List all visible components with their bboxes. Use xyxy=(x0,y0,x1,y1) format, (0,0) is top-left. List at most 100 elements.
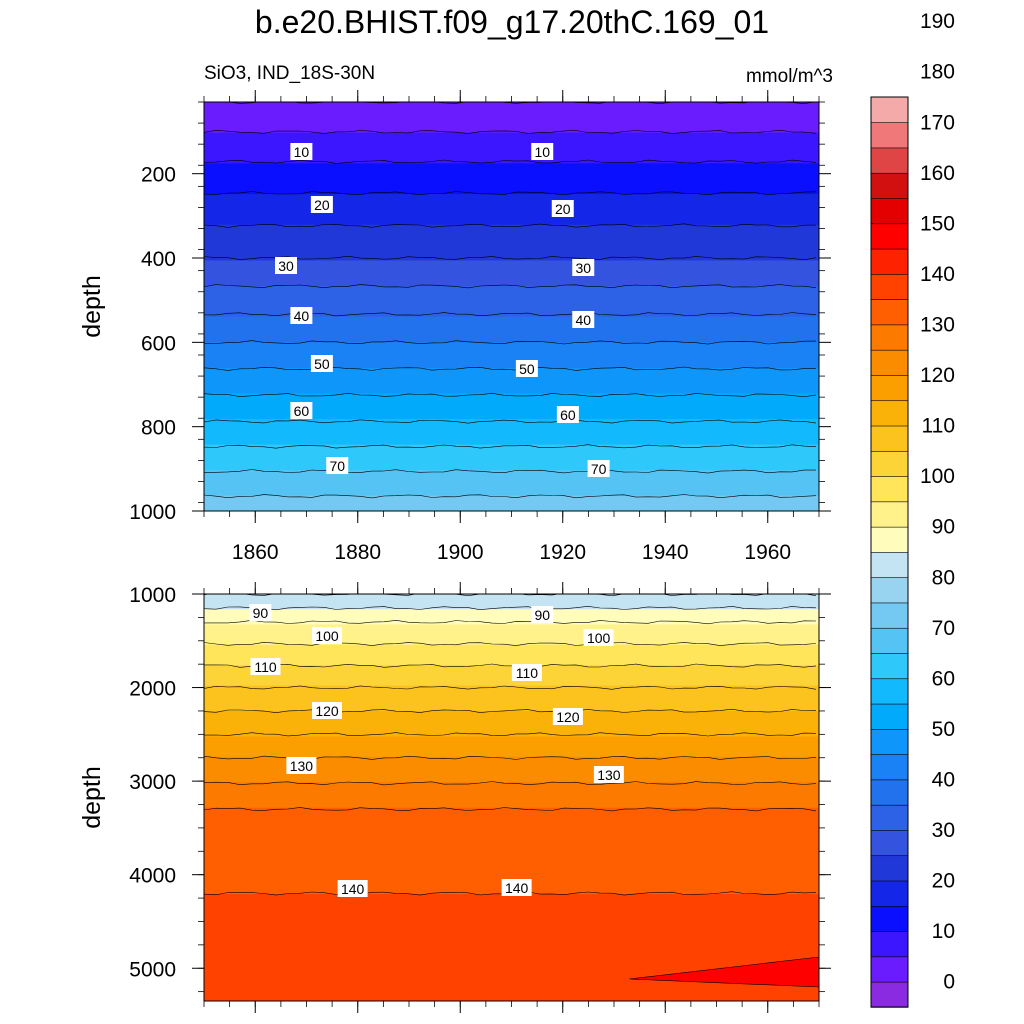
field-band xyxy=(204,950,819,957)
contour-label: 140 xyxy=(505,880,529,896)
x-tick-label: 1940 xyxy=(642,541,689,564)
field-band xyxy=(204,919,819,926)
colorbar-swatch xyxy=(870,551,909,578)
field-band xyxy=(204,280,819,287)
contour-label: 30 xyxy=(575,260,591,276)
contour-label-box xyxy=(572,259,595,276)
contour-label-box xyxy=(572,311,595,328)
contour-label-box xyxy=(552,708,583,725)
field-band xyxy=(204,183,819,190)
contour-line xyxy=(204,781,817,786)
colorbar-swatch xyxy=(870,829,909,857)
field-band xyxy=(204,275,819,282)
colorbar-swatch xyxy=(870,880,909,907)
field-band xyxy=(204,194,819,200)
contour-label: 60 xyxy=(560,407,576,423)
colorbar-swatch xyxy=(870,475,909,503)
field-band xyxy=(204,848,819,855)
contour-label-box xyxy=(290,307,313,324)
contour-label-box xyxy=(286,757,317,774)
field-band xyxy=(204,985,819,992)
field-band xyxy=(204,439,819,446)
field-band xyxy=(204,413,819,420)
contour-line xyxy=(204,444,817,449)
field-band xyxy=(204,378,819,384)
contour-label-box xyxy=(310,196,333,213)
field-band xyxy=(204,204,819,211)
field-band xyxy=(204,158,819,165)
field-band xyxy=(204,914,819,921)
x-tick-label: 1880 xyxy=(334,541,381,564)
field-band xyxy=(204,924,819,931)
field-band xyxy=(204,286,819,292)
y-tick-label: 400 xyxy=(141,248,176,271)
field-band xyxy=(204,863,819,870)
field-band xyxy=(204,665,819,672)
field-band xyxy=(204,644,819,651)
field-band xyxy=(204,670,819,677)
y-tick-label: 200 xyxy=(141,164,176,187)
colorbar-swatch xyxy=(870,804,909,831)
field-band xyxy=(204,766,819,773)
contour-label: 120 xyxy=(315,703,339,719)
field-band xyxy=(204,107,819,114)
contour-label-box xyxy=(312,627,342,644)
colorbar-swatch xyxy=(870,956,909,983)
colorbar-swatch xyxy=(870,223,909,250)
field-band xyxy=(204,495,819,502)
colorbar-swatch xyxy=(870,627,909,654)
lower-panel: 90 90 100 100 110 110 120 120 130 130 140 140 1000 20… xyxy=(78,582,831,1013)
field-band xyxy=(204,822,819,829)
field-band xyxy=(204,388,819,395)
field-band xyxy=(204,614,819,621)
field-band xyxy=(204,214,819,221)
field-band xyxy=(204,102,819,108)
contour-line xyxy=(204,605,817,611)
field-band xyxy=(204,342,819,349)
contour-line xyxy=(204,366,817,371)
field-band xyxy=(204,316,819,323)
field-band xyxy=(204,894,819,901)
field-band xyxy=(204,408,819,415)
colorbar-tick-label: 100 xyxy=(920,465,955,488)
field-band xyxy=(204,828,819,834)
field-band xyxy=(204,995,819,1001)
contour-label-box xyxy=(290,143,313,160)
colorbar-tick-label: 140 xyxy=(920,263,955,286)
contour-label-box xyxy=(310,355,333,372)
contour-line xyxy=(204,284,817,289)
field-band xyxy=(204,690,819,697)
field-band xyxy=(204,485,819,492)
contour-label-box xyxy=(250,658,281,675)
field-band xyxy=(204,306,819,313)
contour-label-box xyxy=(290,402,313,419)
chart-title: b.e20.BHIST.f09_g17.20thC.169_01 xyxy=(254,4,770,40)
contour-label: 40 xyxy=(294,308,310,324)
x-tick-label: 1960 xyxy=(744,541,791,564)
field-band xyxy=(204,705,819,712)
contour-label: 90 xyxy=(534,607,550,623)
field-band xyxy=(204,817,819,824)
contour-line xyxy=(204,392,817,398)
contour-label: 130 xyxy=(290,758,314,774)
field-band xyxy=(204,326,819,333)
colorbar-tick-label: 60 xyxy=(932,667,955,690)
colorbar-tick-label: 10 xyxy=(932,920,955,943)
field-band xyxy=(204,965,819,972)
field-band xyxy=(204,449,819,456)
field-band xyxy=(204,695,819,702)
field-band xyxy=(204,224,819,231)
contour-label-box xyxy=(275,257,297,274)
field-band xyxy=(204,240,819,246)
colorbar-swatch xyxy=(870,779,909,806)
x-tick-label: 1860 xyxy=(232,541,279,564)
field-band xyxy=(204,505,819,511)
field-band xyxy=(204,199,819,206)
field-band xyxy=(204,980,819,987)
field-band xyxy=(204,736,819,743)
colorbar-swatch xyxy=(870,248,909,275)
field-band xyxy=(204,112,819,119)
field-band xyxy=(204,332,819,338)
field-band xyxy=(204,772,819,778)
